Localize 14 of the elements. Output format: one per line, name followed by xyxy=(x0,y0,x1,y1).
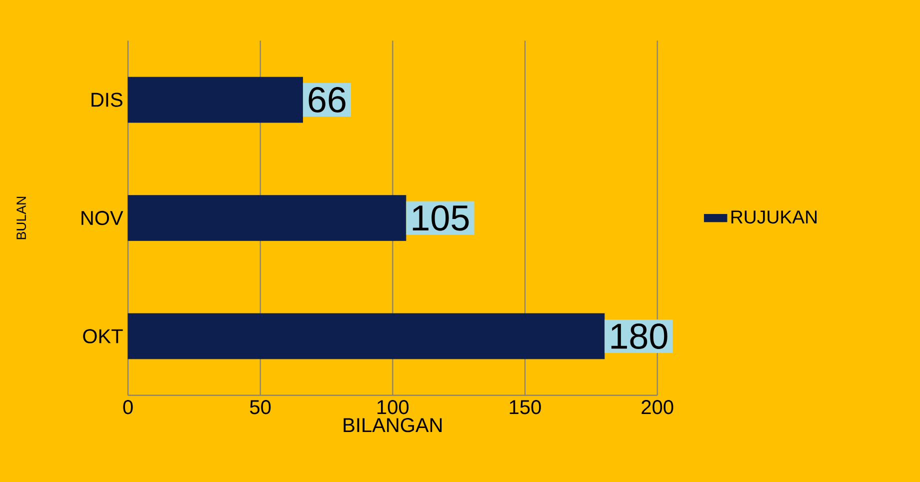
x-axis-title: BILANGAN xyxy=(344,418,442,432)
data-label: 105 xyxy=(412,205,469,231)
x-tick-label: 100 xyxy=(378,400,409,414)
x-tick-label: 200 xyxy=(642,400,674,414)
x-tick-label: 0 xyxy=(123,400,133,414)
data-label: 66 xyxy=(308,87,346,113)
y-tick-label: DIS xyxy=(92,92,122,107)
data-label: 180 xyxy=(611,323,668,349)
y-tick-label: NOV xyxy=(82,210,124,226)
legend-label: RUJUKAN xyxy=(731,210,817,224)
y-tick-label: OKT xyxy=(83,329,123,344)
y-axis-title: BULAN xyxy=(16,196,26,240)
x-tick-label: 50 xyxy=(250,400,271,414)
x-tick-label: 150 xyxy=(510,400,541,414)
